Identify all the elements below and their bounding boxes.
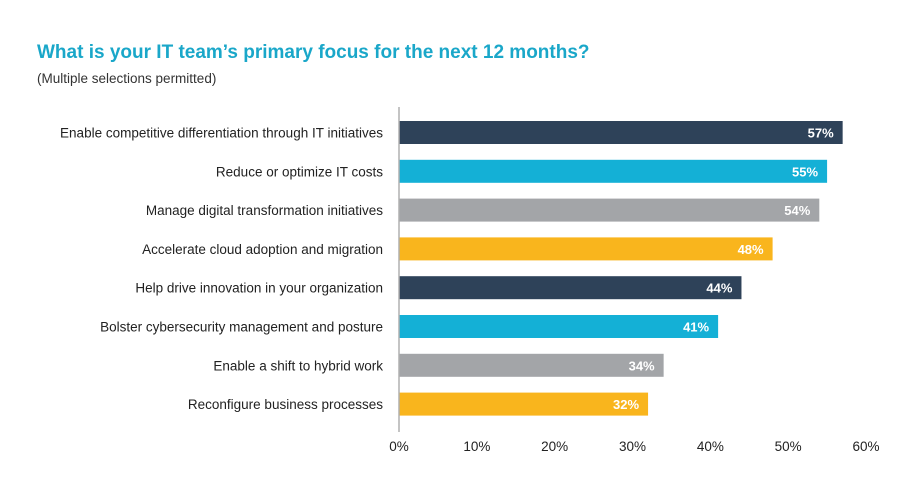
data-label-5: 44% [706,281,732,296]
data-label-3: 54% [784,203,810,218]
data-label-8: 32% [613,397,639,412]
bar-3 [399,198,820,222]
bar-8 [399,392,649,416]
bar-4 [399,237,773,261]
category-labels: Enable competitive differentiation throu… [60,126,383,413]
bar-2 [399,159,828,183]
x-tick-label-3: 20% [541,439,568,454]
category-label-5: Help drive innovation in your organizati… [135,281,383,296]
x-tick-label-4: 30% [619,439,646,454]
category-label-6: Bolster cybersecurity management and pos… [100,320,383,335]
bar-5 [399,276,742,300]
data-label-4: 48% [738,242,764,257]
x-tick-label-6: 50% [775,439,802,454]
bar-1 [399,121,843,144]
x-tick-label-1: 0% [389,439,409,454]
category-label-2: Reduce or optimize IT costs [216,164,383,179]
x-tick-label-2: 10% [463,439,490,454]
chart-title: What is your IT team’s primary focus for… [37,42,590,63]
x-tick-label-7: 60% [852,439,879,454]
data-label-7: 34% [629,358,655,373]
data-label-1: 57% [808,126,834,141]
category-label-4: Accelerate cloud adoption and migration [142,242,383,257]
data-label-2: 55% [792,164,818,179]
data-labels: 57% 55% 54% 48% 44% 41% 34% 32% [613,126,834,413]
bar-7 [399,353,664,377]
category-label-1: Enable competitive differentiation throu… [60,126,383,141]
category-label-7: Enable a shift to hybrid work [213,358,383,373]
data-label-6: 41% [683,320,709,335]
x-tick-label-5: 40% [697,439,724,454]
bars-layer [399,121,843,416]
chart-subtitle: (Multiple selections permitted) [37,71,217,86]
category-label-3: Manage digital transformation initiative… [146,203,383,218]
category-label-8: Reconfigure business processes [188,397,383,412]
x-axis-ticks: 0% 10% 20% 30% 40% 50% 60% [389,439,879,454]
bar-6 [399,315,719,338]
